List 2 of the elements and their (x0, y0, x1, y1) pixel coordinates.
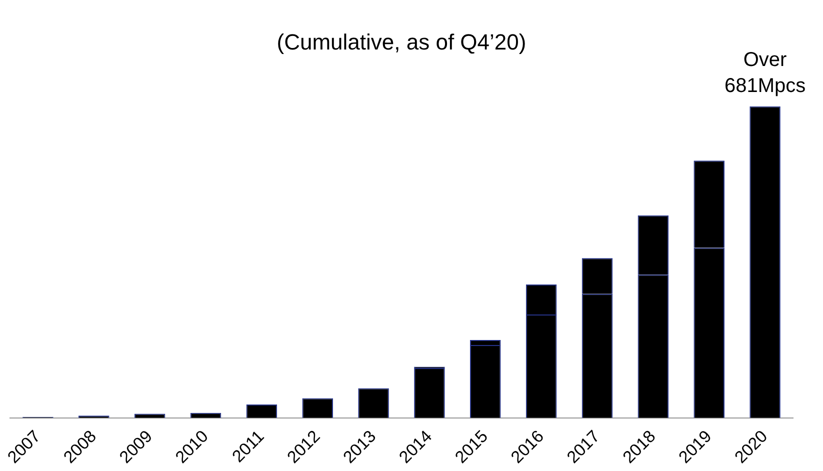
text: Over 681Mpcs (724, 48, 806, 97)
chart-title: (Cumulative, as of Q4’20) (276, 29, 526, 54)
